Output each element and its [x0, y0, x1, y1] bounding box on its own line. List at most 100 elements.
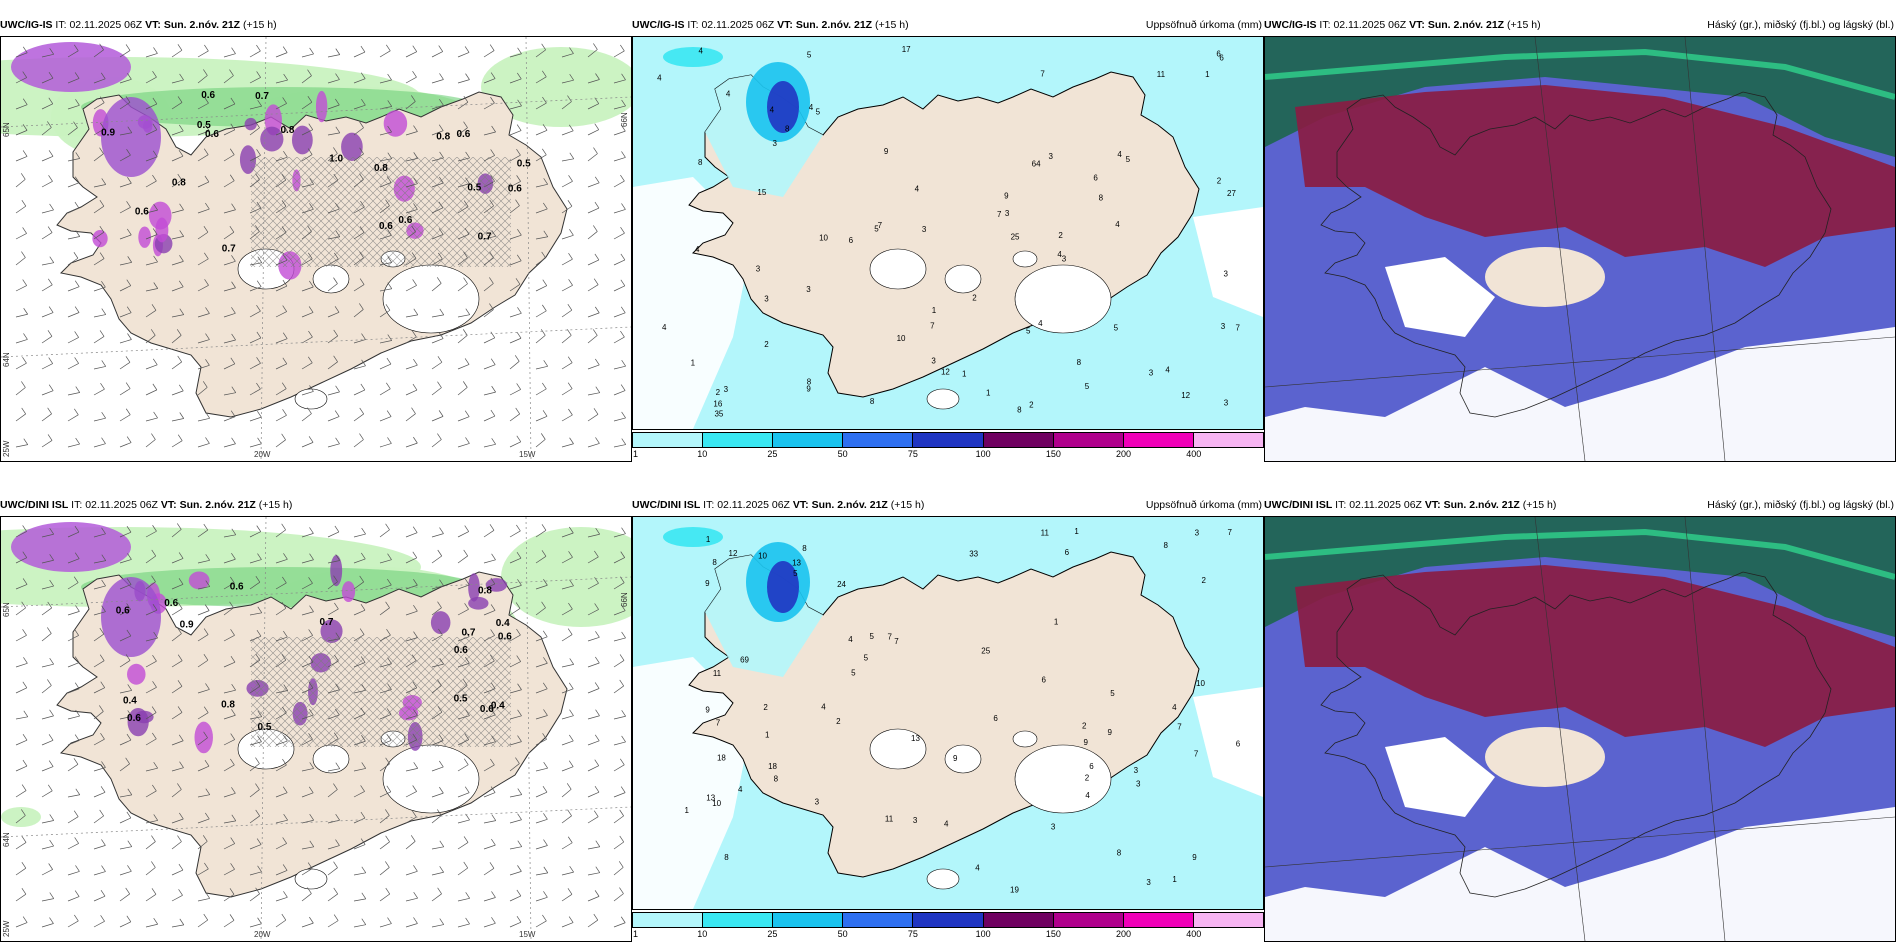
wind-barb [67, 635, 79, 642]
wind-barb [197, 181, 210, 188]
wind-barb [301, 391, 314, 396]
wind-barb [145, 180, 157, 188]
latitude-line [1, 96, 631, 128]
wind-barb [431, 157, 444, 162]
wind-barb [119, 739, 132, 746]
wind-barb [119, 206, 131, 214]
wind-barb [15, 739, 28, 746]
wind-barb [67, 740, 80, 746]
glacier-shape [869, 248, 927, 290]
precip-map-canvas: 8888541012179111277778964569253434332112… [633, 37, 1263, 429]
wind-barb [327, 660, 339, 668]
wind-barb [67, 920, 79, 928]
wind-barb [41, 685, 52, 694]
wind-barb [145, 712, 157, 720]
wind-value-label: 1.0 [329, 154, 343, 165]
wind-barb [41, 740, 54, 746]
legend-tick-label: 100 [975, 449, 991, 459]
dry-area [1193, 207, 1263, 317]
wind-barb [405, 816, 417, 824]
wind-barb [509, 608, 521, 616]
precip-value-label: 1 [986, 389, 991, 398]
wind-barb [509, 741, 522, 746]
precip-value-label: 5 [870, 632, 875, 641]
wind-barb [171, 314, 184, 318]
wind-barb [431, 815, 442, 824]
legend-tick-label: 150 [1045, 929, 1061, 939]
wind-barb [353, 844, 366, 850]
wind-barb [301, 768, 314, 772]
grid-line [1684, 37, 1726, 461]
wind-barb [431, 555, 442, 564]
precip-value-label: 17 [902, 45, 911, 54]
wind-barb [197, 365, 210, 370]
wind-barb [561, 130, 574, 136]
panel-title: Uppsöfnuð úrkoma (mm) [1145, 499, 1262, 511]
wind-barb [535, 208, 548, 214]
wind-barb [223, 129, 235, 136]
precip-value-label: 8 [1017, 406, 1022, 415]
wind-barb [379, 791, 391, 798]
wind-barb [197, 712, 209, 720]
wind-barb [119, 846, 132, 850]
panel-header: UWC/IG-IS IT: 02.11.2025 06Z VT: Sun. 2.… [1264, 14, 1896, 36]
wind-barb [119, 817, 132, 824]
wind-barb [223, 363, 235, 370]
precip-value-label: 8 [724, 853, 729, 862]
wind-barb [587, 636, 600, 642]
wind-barb [379, 50, 391, 58]
wind-barb [249, 741, 262, 746]
precip-value-label: 2 [1201, 576, 1206, 585]
shower-cell [383, 110, 408, 137]
valid-label: VT: [1424, 499, 1441, 511]
wind-barb [561, 740, 574, 746]
precip-value-label: 9 [806, 385, 811, 394]
wind-barb [613, 157, 626, 162]
wind-barb [353, 389, 366, 396]
precip-value-label: 4 [1117, 150, 1122, 159]
wind-barb [67, 611, 80, 616]
legend-tick-label: 10 [697, 449, 708, 459]
precip-value-label: 3 [773, 139, 778, 148]
wind-barb [41, 820, 54, 824]
wind-barb [561, 388, 573, 396]
wind-barb [171, 558, 184, 564]
wind-barb [483, 741, 496, 746]
precip-band [1, 807, 41, 827]
wind-barb [275, 529, 286, 538]
wind-barb [41, 262, 54, 266]
legend-tick-label: 400 [1186, 449, 1202, 459]
glacier-shape [1014, 744, 1112, 814]
wind-barb [405, 532, 418, 538]
wind-barb [379, 205, 390, 214]
wind-barb [67, 50, 79, 58]
wind-barb [223, 339, 236, 344]
wind-barb [171, 130, 184, 136]
issue-time: 02.11.2025 06Z [85, 499, 158, 511]
wind-barb [93, 533, 106, 538]
wind-barb [223, 231, 235, 240]
precip-value-label: 5 [816, 108, 821, 117]
wind-barb [119, 388, 131, 396]
precip-value-label: 12 [1181, 391, 1190, 400]
wind-barb [457, 792, 470, 798]
wind-barb [509, 763, 520, 772]
wind-barb [119, 609, 131, 616]
wind-barb [145, 156, 158, 162]
wind-barb [197, 258, 209, 266]
wind-barb [41, 209, 54, 214]
wind-barb [275, 607, 287, 616]
precip-value-label: 5 [1110, 689, 1115, 698]
wind-barb [587, 688, 600, 694]
wind-barb [613, 685, 624, 694]
wind-barb [223, 739, 235, 746]
precip-value-label: 6 [1219, 54, 1224, 63]
wind-barb [431, 924, 444, 928]
wind-barb [587, 392, 600, 396]
shower-cell [468, 573, 480, 602]
wind-barb [223, 103, 236, 110]
wind-barb [93, 49, 104, 58]
precip-value-label: 9 [884, 147, 889, 156]
glacier-shape [926, 388, 960, 410]
wind-barb [67, 531, 80, 538]
